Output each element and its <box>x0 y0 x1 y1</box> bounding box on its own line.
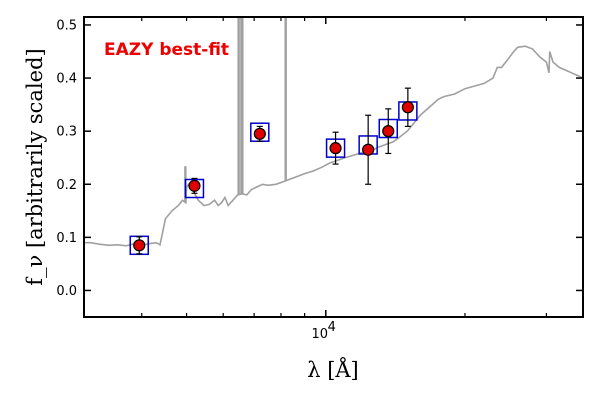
y-tick-label: 0.3 <box>56 125 77 140</box>
plot-frame <box>83 16 584 318</box>
model-spectrum-line <box>84 45 584 247</box>
axis-ticks: 0.0 0.1 0.2 0.3 0.4 0.5 10 4 <box>56 17 583 342</box>
plot-area <box>84 17 584 256</box>
observed-flux-point <box>401 101 414 114</box>
observed-flux-point <box>329 142 342 155</box>
chart-annotation: EAZY best-fit <box>104 40 229 60</box>
observed-flux-point <box>188 179 201 192</box>
y-tick-label: 0.5 <box>56 18 77 33</box>
observed-flux-point <box>382 125 395 138</box>
y-tick-label: 0.2 <box>56 178 77 193</box>
x-tick-label-exponent: 4 <box>328 320 336 335</box>
y-tick-label: 0.4 <box>56 72 77 87</box>
y-tick-label: 0.0 <box>56 284 77 299</box>
observed-flux-point <box>133 239 146 252</box>
observed-flux-point <box>362 143 375 156</box>
y-axis-title: f_ν [arbitrarily scaled] <box>23 48 47 285</box>
x-axis-title: λ [Å] <box>307 357 359 382</box>
x-tick-label: 10 <box>311 327 328 342</box>
observed-flux-point <box>253 127 266 140</box>
y-tick-label: 0.1 <box>56 231 77 246</box>
